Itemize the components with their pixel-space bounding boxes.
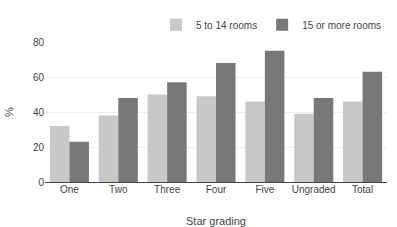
svg-text:Ungraded: Ungraded [292, 184, 336, 195]
svg-text:Total: Total [352, 184, 373, 195]
svg-text:20: 20 [33, 142, 45, 153]
svg-text:One: One [60, 184, 79, 195]
svg-text:Three: Three [154, 184, 181, 195]
svg-text:Star grading: Star grading [186, 215, 246, 227]
svg-text:0: 0 [38, 177, 44, 188]
svg-text:40: 40 [33, 107, 45, 118]
svg-text:15 or more rooms: 15 or more rooms [302, 20, 381, 31]
svg-text:5 to 14 rooms: 5 to 14 rooms [196, 20, 257, 31]
svg-text:Five: Five [255, 184, 274, 195]
svg-text:60: 60 [33, 72, 45, 83]
svg-text:%: % [3, 107, 15, 117]
svg-text:80: 80 [33, 37, 45, 48]
svg-text:Two: Two [109, 184, 128, 195]
svg-text:Four: Four [206, 184, 227, 195]
